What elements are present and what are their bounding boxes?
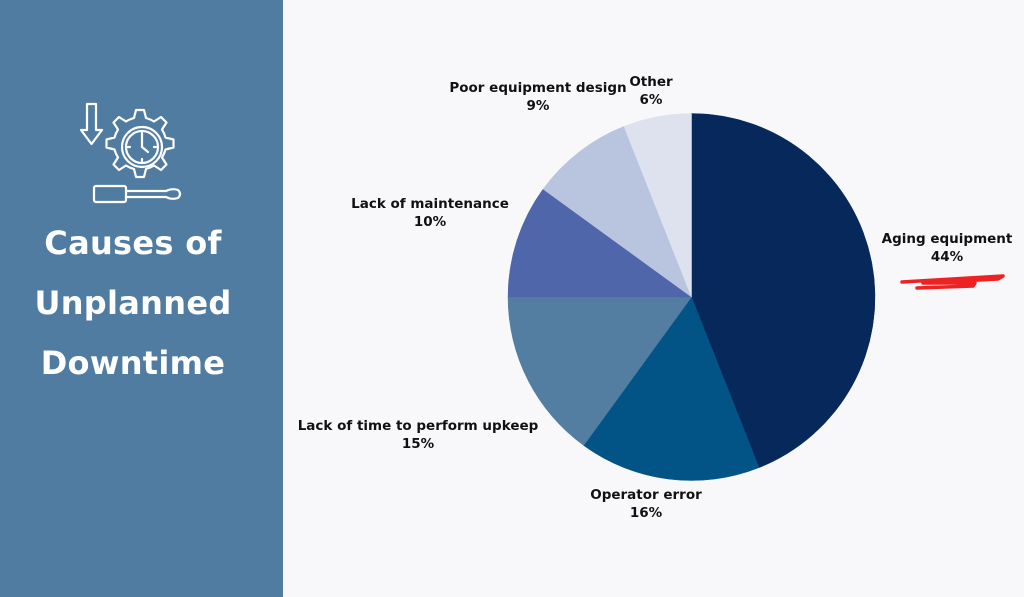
label-lack-of-time: Lack of time to perform upkeep 15% xyxy=(298,417,539,453)
label-lack-of-maintenance: Lack of maintenance 10% xyxy=(351,195,509,231)
pie-slice-aging-equipment xyxy=(691,113,876,468)
title-line-3: Downtime xyxy=(40,344,226,382)
label-name: Lack of maintenance xyxy=(351,196,509,212)
pie-slice-poor-equipment-design xyxy=(542,126,693,298)
label-name: Aging equipment xyxy=(881,231,1013,247)
title-line-2: Unplanned xyxy=(34,284,232,322)
pie-slice-lack-of-maintenance xyxy=(507,188,693,298)
label-value: 44% xyxy=(930,249,964,265)
label-name: Poor equipment design xyxy=(449,80,627,96)
title-line-1: Causes of xyxy=(44,224,222,262)
label-other: Other 6% xyxy=(629,73,672,109)
chart-area: Aging equipment 44% Operator error 16% L… xyxy=(283,0,1024,597)
label-name: Other xyxy=(629,74,673,90)
pie-slice-other xyxy=(623,113,692,298)
label-value: 16% xyxy=(629,505,663,521)
label-value: 6% xyxy=(639,92,663,108)
label-value: 15% xyxy=(401,436,435,452)
label-name: Operator error xyxy=(590,487,702,503)
label-value: 9% xyxy=(526,98,550,114)
pie-slice-operator-error xyxy=(583,296,760,481)
label-aging-equipment: Aging equipment 44% xyxy=(882,230,1013,266)
side-panel: Causes of Unplanned Downtime xyxy=(0,0,283,597)
label-poor-equipment-design: Poor equipment design 9% xyxy=(449,79,626,115)
page-title: Causes of Unplanned Downtime xyxy=(0,213,266,393)
label-value: 10% xyxy=(413,214,447,230)
pie-chart xyxy=(507,113,876,481)
pie-slice-lack-of-time-to-perform-upkeep xyxy=(507,296,692,446)
label-name: Lack of time to perform upkeep xyxy=(297,418,539,434)
gear-clock-screwdriver-icon xyxy=(80,102,182,204)
label-operator-error: Operator error 16% xyxy=(590,486,702,522)
